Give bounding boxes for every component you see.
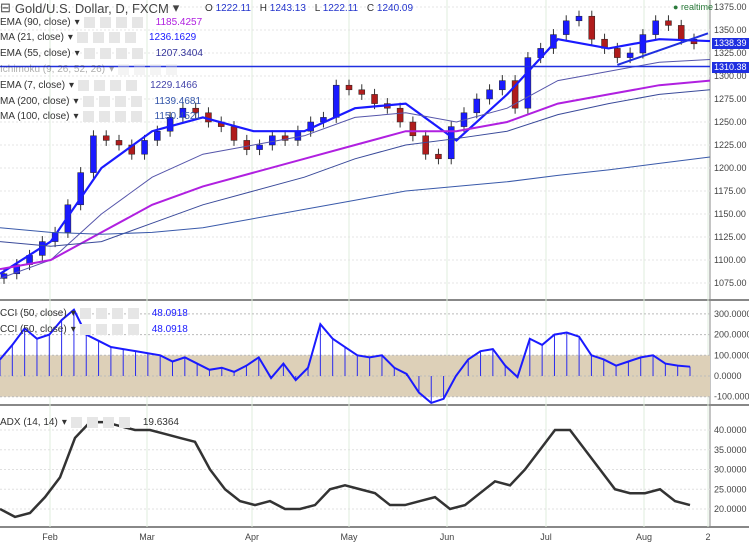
cci-tick-label: 100.0000 [714,350,749,360]
indicator-legend[interactable]: EMA (7, close) ▾ 1229.1466 [0,80,198,91]
y-tick-label: 1075.00 [714,278,747,288]
trendline [617,32,709,66]
x-tick-label: Jul [540,532,552,542]
y-tick-label: 1125.00 [714,232,746,242]
candle [192,107,199,114]
candle [77,172,84,206]
candle [166,117,174,132]
x-tick-label: Feb [42,532,58,542]
y-tick-label: 1350.00 [714,25,747,35]
x-tick-label: May [340,532,358,542]
indicator-legend[interactable]: EMA (55, close) ▾ 1207.3404 [0,48,203,59]
indicator-legend[interactable]: MA (200, close) ▾ 1139.4681 [0,96,202,107]
candle [371,94,378,104]
candle [652,20,659,35]
candle [639,34,647,54]
y-tick-label: 1325.00 [714,48,747,58]
realtime-indicator: ● realtime [673,2,713,12]
candle [614,48,621,58]
collapse-icon[interactable]: ⊟ [0,0,11,15]
ma-line [0,89,711,247]
candle [141,140,148,155]
candle [473,98,481,114]
candle [499,80,506,91]
y-tick-label: 1375.00 [714,2,747,12]
candle [511,80,519,109]
x-tick-label: Apr [245,532,259,542]
adx-tick-label: 40.0000 [714,425,747,435]
ma-line [0,79,711,271]
candle [422,135,429,155]
indicator-legend[interactable]: MA (21, close) ▾ 1236.1629 [0,32,197,43]
candle [13,264,21,275]
candle [102,135,110,141]
last-price-tag: 1338.39 [712,38,749,49]
adx-legend[interactable]: ADX (14, 14) ▾ 19.6364 [0,417,179,428]
adx-tick-label: 20.0000 [714,504,747,514]
y-tick-label: 1275.00 [714,94,747,104]
candle [486,89,493,100]
candle [409,121,417,137]
adx-line [0,420,691,519]
candle [230,126,238,141]
y-tick-label: 1150.00 [714,209,746,219]
candle [677,25,685,40]
y-tick-label: 1300.00 [714,71,747,81]
adx-tick-label: 25.0000 [714,484,747,494]
candle [294,130,302,141]
candle [179,107,187,118]
cci-tick-label: -100.0000 [714,392,749,402]
cci-legend-2[interactable]: CCI (50, close) ▾ 48.0918 [0,324,188,335]
indicator-legend[interactable]: MA (100, close) ▾ 1150.4521 [0,111,202,122]
x-tick-label: Jun [440,532,455,542]
x-tick-label: Aug [636,532,652,542]
candle [524,57,532,109]
candle [154,130,161,141]
candle [332,84,340,118]
y-tick-label: 1225.00 [714,140,747,150]
candle [396,107,404,123]
candle [115,140,123,146]
x-tick-label: Mar [139,532,155,542]
y-tick-label: 1200.00 [714,163,747,173]
candle [281,135,289,141]
adx-tick-label: 30.0000 [714,465,747,475]
candle [256,144,263,150]
cci-tick-label: 300.0000 [714,309,749,319]
candle [90,135,97,173]
candle [447,126,455,160]
cci-legend-1[interactable]: CCI (50, close) ▾ 48.0918 [0,308,188,319]
cci-line [0,308,691,405]
candle [665,20,672,26]
symbol-title[interactable]: ⊟ Gold/U.S. Dollar, D, FXCM ▾ [0,0,180,16]
adx-tick-label: 35.0000 [714,445,747,455]
candle [358,89,366,95]
candle [588,15,596,40]
ohlc-readout: O 1222.11 H 1243.13 L 1222.11 C 1240.09 [205,3,414,14]
candle [626,52,634,58]
candle [575,15,583,22]
ma-line [0,58,711,279]
cci-tick-label: 0.0000 [714,371,742,381]
cci-tick-label: 200.0000 [714,330,749,340]
candle [562,20,570,35]
candle [345,84,353,91]
y-tick-label: 1250.00 [714,117,747,127]
hline-price-tag: 1310.38 [712,62,749,73]
indicator-legend[interactable]: Ichimoku (9, 26, 52, 26) ▾ [0,64,190,75]
ma-line [0,38,711,275]
ma-line [0,156,711,235]
candle [269,135,276,146]
x-tick-label: 2 [705,532,710,542]
y-tick-label: 1100.00 [714,255,746,265]
candle [435,153,442,160]
candle [243,140,251,150]
y-tick-label: 1175.00 [714,186,746,196]
indicator-legend[interactable]: EMA (90, close) ▾ 1185.4257 [0,17,203,28]
